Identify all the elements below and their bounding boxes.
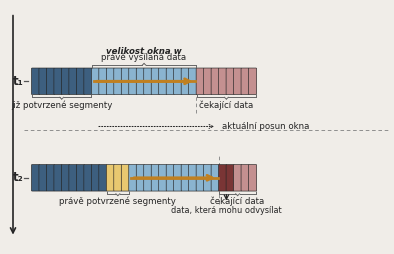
FancyBboxPatch shape	[106, 68, 114, 94]
Text: aktuální posun okna: aktuální posun okna	[222, 122, 309, 131]
Text: již potvrzené segmenty: již potvrzené segmenty	[11, 100, 112, 109]
FancyBboxPatch shape	[61, 68, 69, 94]
FancyBboxPatch shape	[84, 68, 92, 94]
FancyBboxPatch shape	[226, 165, 234, 191]
FancyBboxPatch shape	[129, 165, 137, 191]
FancyBboxPatch shape	[189, 165, 197, 191]
FancyBboxPatch shape	[144, 165, 152, 191]
Text: právě potvrzené segmenty: právě potvrzené segmenty	[59, 197, 176, 206]
FancyBboxPatch shape	[249, 68, 256, 94]
FancyBboxPatch shape	[204, 165, 212, 191]
Text: čekající data: čekající data	[210, 197, 265, 206]
FancyBboxPatch shape	[174, 68, 182, 94]
FancyBboxPatch shape	[189, 68, 197, 94]
FancyBboxPatch shape	[181, 165, 189, 191]
FancyBboxPatch shape	[234, 165, 242, 191]
FancyBboxPatch shape	[196, 68, 204, 94]
FancyBboxPatch shape	[226, 68, 234, 94]
FancyBboxPatch shape	[159, 68, 167, 94]
FancyBboxPatch shape	[144, 68, 152, 94]
FancyBboxPatch shape	[241, 165, 249, 191]
FancyBboxPatch shape	[39, 68, 47, 94]
FancyBboxPatch shape	[151, 165, 159, 191]
FancyBboxPatch shape	[99, 165, 107, 191]
FancyBboxPatch shape	[166, 165, 174, 191]
Text: čekající data: čekající data	[199, 100, 253, 109]
FancyBboxPatch shape	[211, 165, 219, 191]
FancyBboxPatch shape	[69, 165, 77, 191]
FancyBboxPatch shape	[54, 68, 62, 94]
Text: t₁: t₁	[13, 75, 24, 88]
FancyBboxPatch shape	[99, 68, 107, 94]
FancyBboxPatch shape	[241, 68, 249, 94]
FancyBboxPatch shape	[129, 68, 137, 94]
FancyBboxPatch shape	[106, 165, 114, 191]
Text: velikost okna w: velikost okna w	[106, 47, 182, 56]
FancyBboxPatch shape	[84, 165, 92, 191]
FancyBboxPatch shape	[76, 165, 84, 191]
FancyBboxPatch shape	[61, 165, 69, 191]
FancyBboxPatch shape	[166, 68, 174, 94]
FancyBboxPatch shape	[114, 165, 122, 191]
Text: právě vysílaná data: právě vysílaná data	[102, 54, 187, 62]
FancyBboxPatch shape	[91, 165, 99, 191]
FancyBboxPatch shape	[181, 68, 189, 94]
Text: data, která mohu odvysílat: data, která mohu odvysílat	[171, 206, 282, 215]
FancyBboxPatch shape	[46, 165, 54, 191]
FancyBboxPatch shape	[54, 165, 62, 191]
FancyBboxPatch shape	[219, 68, 227, 94]
FancyBboxPatch shape	[121, 68, 129, 94]
FancyBboxPatch shape	[159, 165, 167, 191]
FancyBboxPatch shape	[249, 165, 256, 191]
FancyBboxPatch shape	[151, 68, 159, 94]
FancyBboxPatch shape	[114, 68, 122, 94]
FancyBboxPatch shape	[32, 165, 39, 191]
FancyBboxPatch shape	[196, 165, 204, 191]
FancyBboxPatch shape	[234, 68, 242, 94]
FancyBboxPatch shape	[174, 165, 182, 191]
FancyBboxPatch shape	[121, 165, 129, 191]
FancyBboxPatch shape	[46, 68, 54, 94]
FancyBboxPatch shape	[211, 68, 219, 94]
FancyBboxPatch shape	[204, 68, 212, 94]
FancyBboxPatch shape	[39, 165, 47, 191]
FancyBboxPatch shape	[136, 165, 144, 191]
FancyBboxPatch shape	[32, 68, 39, 94]
FancyBboxPatch shape	[76, 68, 84, 94]
Text: t₂: t₂	[13, 171, 24, 184]
FancyBboxPatch shape	[91, 68, 99, 94]
FancyBboxPatch shape	[136, 68, 144, 94]
FancyBboxPatch shape	[219, 165, 227, 191]
FancyBboxPatch shape	[69, 68, 77, 94]
